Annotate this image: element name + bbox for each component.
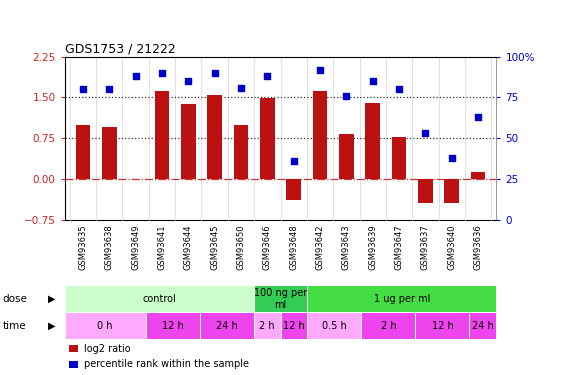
Text: 0.5 h: 0.5 h bbox=[322, 321, 347, 331]
Point bbox=[131, 73, 140, 79]
Text: 12 h: 12 h bbox=[162, 321, 183, 331]
Text: GSM93645: GSM93645 bbox=[210, 224, 219, 270]
Bar bbox=[102, 128, 117, 179]
Point bbox=[210, 70, 219, 76]
Bar bbox=[471, 172, 485, 179]
Bar bbox=[280, 312, 307, 339]
Text: GSM93642: GSM93642 bbox=[315, 224, 324, 270]
Point bbox=[184, 78, 193, 84]
Point bbox=[158, 70, 167, 76]
Text: GSM93641: GSM93641 bbox=[158, 224, 167, 270]
Text: GSM93635: GSM93635 bbox=[79, 224, 88, 270]
Bar bbox=[254, 312, 280, 339]
Bar bbox=[313, 91, 327, 179]
Text: GSM93647: GSM93647 bbox=[394, 224, 403, 270]
Text: 0 h: 0 h bbox=[97, 321, 113, 331]
Point bbox=[368, 78, 377, 84]
Bar bbox=[287, 179, 301, 200]
Text: 2 h: 2 h bbox=[259, 321, 275, 331]
Text: dose: dose bbox=[3, 294, 27, 304]
Bar bbox=[69, 345, 79, 352]
Bar bbox=[208, 95, 222, 179]
Point bbox=[421, 130, 430, 136]
Point bbox=[342, 93, 351, 99]
Text: GSM93640: GSM93640 bbox=[447, 224, 456, 270]
Bar bbox=[392, 137, 406, 179]
Bar bbox=[155, 91, 169, 179]
Text: GSM93646: GSM93646 bbox=[263, 224, 272, 270]
Text: GSM93637: GSM93637 bbox=[421, 224, 430, 270]
Text: 12 h: 12 h bbox=[283, 321, 305, 331]
Text: log2 ratio: log2 ratio bbox=[84, 344, 131, 354]
Bar bbox=[200, 312, 254, 339]
Bar bbox=[254, 285, 307, 312]
Bar bbox=[418, 179, 433, 203]
Point bbox=[79, 86, 88, 92]
Text: GSM93650: GSM93650 bbox=[237, 224, 246, 270]
Bar bbox=[307, 312, 361, 339]
Bar bbox=[307, 285, 496, 312]
Point bbox=[263, 73, 272, 79]
Bar bbox=[69, 361, 79, 368]
Text: ▶: ▶ bbox=[48, 294, 55, 304]
Text: control: control bbox=[142, 294, 176, 304]
Text: 24 h: 24 h bbox=[472, 321, 494, 331]
Bar bbox=[234, 124, 248, 179]
Bar bbox=[260, 99, 274, 179]
Text: GSM93639: GSM93639 bbox=[368, 224, 377, 270]
Point bbox=[237, 85, 246, 91]
Text: 12 h: 12 h bbox=[431, 321, 453, 331]
Point bbox=[447, 155, 456, 161]
Bar bbox=[76, 124, 90, 179]
Text: 24 h: 24 h bbox=[215, 321, 237, 331]
Text: GDS1753 / 21222: GDS1753 / 21222 bbox=[65, 42, 175, 56]
Point bbox=[473, 114, 482, 120]
Text: GSM93643: GSM93643 bbox=[342, 224, 351, 270]
Bar bbox=[65, 285, 254, 312]
Text: time: time bbox=[3, 321, 26, 331]
Bar bbox=[65, 312, 145, 339]
Text: GSM93649: GSM93649 bbox=[131, 224, 140, 270]
Bar bbox=[361, 312, 416, 339]
Point bbox=[105, 86, 114, 92]
Text: GSM93636: GSM93636 bbox=[473, 224, 482, 270]
Text: percentile rank within the sample: percentile rank within the sample bbox=[84, 359, 249, 369]
Bar bbox=[145, 312, 200, 339]
Text: 100 ng per
ml: 100 ng per ml bbox=[254, 288, 307, 310]
Bar bbox=[444, 179, 459, 203]
Text: GSM93638: GSM93638 bbox=[105, 224, 114, 270]
Text: ▶: ▶ bbox=[48, 321, 55, 331]
Bar bbox=[365, 103, 380, 179]
Text: GSM93644: GSM93644 bbox=[184, 224, 193, 270]
Point bbox=[315, 67, 324, 73]
Point bbox=[289, 158, 298, 164]
Point bbox=[394, 86, 403, 92]
Text: GSM93648: GSM93648 bbox=[289, 224, 298, 270]
Bar bbox=[416, 312, 470, 339]
Bar bbox=[181, 104, 196, 179]
Bar bbox=[470, 312, 496, 339]
Bar bbox=[339, 134, 353, 179]
Text: 1 ug per ml: 1 ug per ml bbox=[374, 294, 430, 304]
Text: 2 h: 2 h bbox=[381, 321, 396, 331]
